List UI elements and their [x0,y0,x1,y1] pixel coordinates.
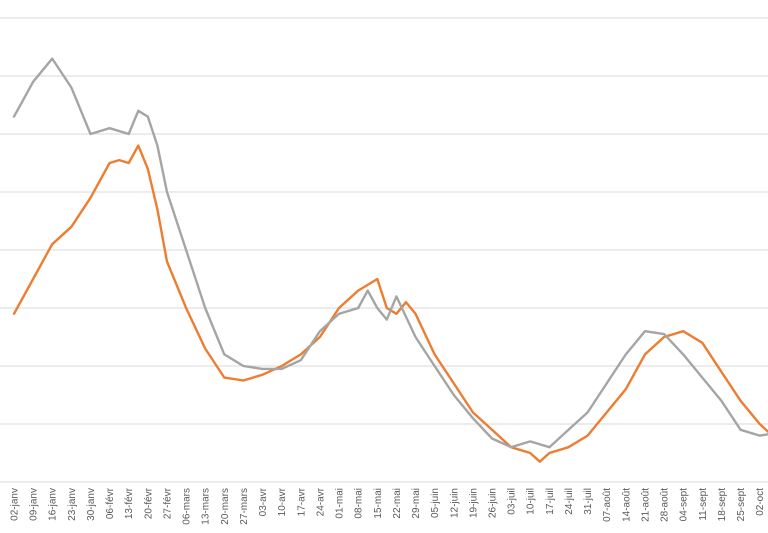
x-tick-label: 28-août [660,488,671,522]
x-tick-label: 13-févr [124,487,135,519]
x-tick-label: 30-janv [86,488,97,521]
x-tick-label: 22-mai [392,488,403,519]
x-tick-label: 10-juil [526,488,537,515]
x-tick-label: 26-juin [488,488,499,518]
x-tick-label: 27-févr [162,487,173,519]
x-tick-label: 24-juil [564,488,575,515]
series-line-2 [12,57,768,449]
x-tick-label: 12-juin [449,488,460,518]
x-tick-label: 17-avr [296,487,307,516]
x-tick-label: 06-févr [105,487,116,519]
x-tick-label: 18-sept [717,488,728,522]
x-tick-label: 15-mai [373,488,384,519]
x-tick-label: 13-mars [201,488,212,525]
x-tick-label: 16-janv [48,488,59,521]
x-tick-label: 02-janv [10,488,21,521]
x-tick-label: 24-avr [315,487,326,516]
x-tick-label: 27-mars [239,488,250,525]
x-tick-label: 14-août [621,488,632,522]
x-tick-label: 25-sept [736,488,747,522]
x-tick-label: 06-mars [182,488,193,525]
x-tick-label: 11-sept [698,488,709,521]
x-tick-label: 20-mars [220,488,231,525]
x-tick-label: 29-mai [411,488,422,519]
x-tick-label: 04-sept [679,488,690,522]
x-tick-label: 19-juin [468,488,479,518]
x-tick-label: 21-août [640,488,651,522]
x-tick-label: 02-oct [755,488,766,516]
series-line-1 [12,144,768,463]
x-tick-label: 23-janv [67,488,78,521]
x-tick-label: 03-juil [507,488,518,515]
x-tick-label: 31-juil [583,488,594,515]
x-tick-label: 20-févr [143,487,154,519]
series-lines [12,57,768,463]
x-tick-label: 10-avr [277,487,288,516]
x-tick-label: 17-juil [545,488,556,515]
x-axis-tick-labels: 02-janv 09-janv 16-janv 23-janv 30-janv 06-fé… [10,487,767,525]
x-tick-label: 05-juin [430,488,441,518]
x-tick-label: 09-janv [29,488,40,521]
x-tick-label: 01-mai [335,488,346,519]
x-tick-label: 07-août [602,488,613,522]
gridlines [0,17,768,483]
x-tick-label: 08-mai [354,488,365,519]
x-tick-label: 03-avr [258,487,269,516]
